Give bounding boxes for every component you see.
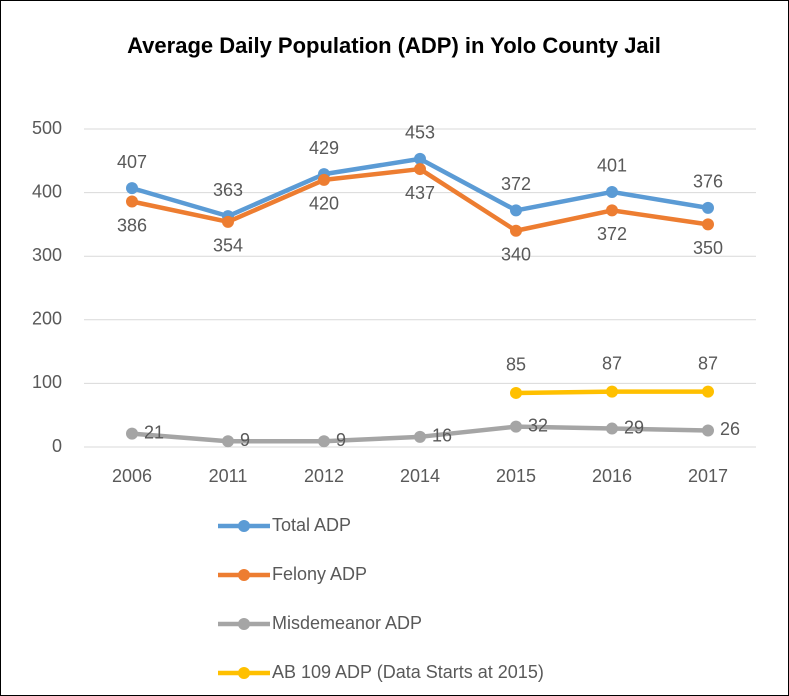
data-point: [510, 386, 522, 399]
legend-marker: [238, 520, 250, 532]
chart-title: Average Daily Population (ADP) in Yolo C…: [127, 33, 661, 58]
data-label: 9: [240, 430, 250, 450]
y-tick-label: 500: [32, 118, 62, 138]
data-point: [606, 385, 618, 398]
legend-marker: [238, 667, 250, 679]
data-point: [222, 215, 234, 228]
y-tick-label: 300: [32, 245, 62, 265]
y-tick-label: 100: [32, 372, 62, 392]
data-point: [702, 201, 714, 214]
legend-label: Felony ADP: [272, 564, 367, 584]
data-point: [318, 173, 330, 186]
x-tick-label: 2014: [400, 466, 440, 486]
x-tick-label: 2011: [209, 466, 248, 486]
data-label: 87: [602, 353, 622, 373]
data-label: 87: [698, 353, 718, 373]
data-point: [510, 420, 522, 433]
data-label: 16: [432, 426, 452, 446]
data-label: 420: [309, 194, 339, 214]
data-label: 85: [506, 355, 526, 375]
data-point: [606, 422, 618, 435]
data-label: 453: [405, 123, 435, 143]
x-tick-label: 2012: [304, 466, 344, 486]
data-label: 363: [213, 180, 243, 200]
x-tick-label: 2015: [496, 466, 536, 486]
data-label: 32: [528, 415, 548, 435]
data-label: 29: [624, 417, 644, 437]
data-point: [414, 430, 426, 443]
legend-marker: [238, 569, 250, 581]
data-point: [510, 224, 522, 237]
data-label: 407: [117, 152, 147, 172]
x-tick-label: 2016: [592, 466, 632, 486]
data-point: [702, 218, 714, 231]
data-label: 372: [501, 174, 531, 194]
legend-label: Total ADP: [272, 515, 351, 535]
data-label: 372: [597, 224, 627, 244]
data-point: [126, 427, 138, 440]
data-point: [126, 182, 138, 195]
data-label: 354: [213, 236, 243, 256]
legend-label: Misdemeanor ADP: [272, 613, 422, 633]
data-point: [606, 185, 618, 198]
x-tick-label: 2017: [688, 466, 728, 486]
data-point: [318, 435, 330, 448]
data-label: 9: [336, 430, 346, 450]
data-point: [222, 435, 234, 448]
legend-marker: [238, 618, 250, 630]
data-label: 386: [117, 215, 147, 235]
x-tick-label: 2006: [112, 466, 152, 486]
data-label: 340: [501, 245, 531, 265]
data-point: [510, 204, 522, 217]
data-label: 376: [693, 172, 723, 192]
data-point: [126, 195, 138, 208]
data-label: 26: [720, 419, 740, 439]
y-tick-label: 0: [52, 436, 62, 456]
data-point: [606, 204, 618, 217]
data-point: [414, 152, 426, 165]
data-label: 21: [144, 422, 164, 442]
data-point: [702, 385, 714, 398]
y-tick-label: 200: [32, 309, 62, 329]
legend-label: AB 109 ADP (Data Starts at 2015): [272, 662, 544, 682]
data-label: 429: [309, 138, 339, 158]
data-label: 401: [597, 156, 627, 176]
data-label: 350: [693, 238, 723, 258]
data-point: [702, 424, 714, 437]
y-tick-label: 400: [32, 181, 62, 201]
data-point: [414, 163, 426, 176]
data-label: 437: [405, 183, 435, 203]
